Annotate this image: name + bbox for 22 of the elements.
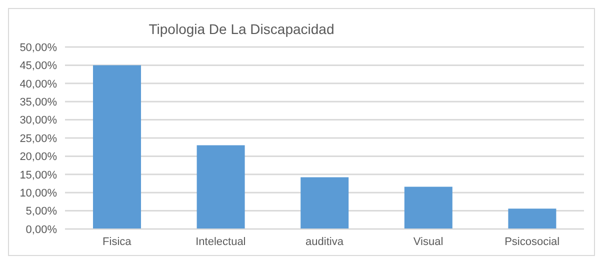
y-tick-label: 15,00% <box>20 169 58 182</box>
bar <box>300 177 349 229</box>
y-tick-label: 35,00% <box>20 96 58 109</box>
bar <box>196 145 245 229</box>
x-tick-label: Fisica <box>102 236 132 248</box>
y-tick-label: 45,00% <box>20 60 58 72</box>
x-tick-label: auditiva <box>306 236 344 248</box>
y-tick-label: 50,00% <box>20 42 58 54</box>
x-tick-label: Intelectual <box>196 236 246 248</box>
x-tick-label: Visual <box>413 236 444 248</box>
bar <box>404 186 452 229</box>
y-tick-label: 40,00% <box>20 78 58 90</box>
y-tick-label: 5,00% <box>26 206 58 218</box>
y-tick-label: 30,00% <box>20 114 58 127</box>
y-tick-label: 20,00% <box>20 151 58 164</box>
y-tick-label: 0,00% <box>26 224 58 236</box>
bar <box>93 65 141 229</box>
chart-title: Tipologia De La Discapacidad <box>148 20 336 39</box>
bar <box>508 208 556 229</box>
y-tick-label: 25,00% <box>20 132 58 145</box>
x-tick-label: Psicosocial <box>504 236 560 248</box>
y-tick-label: 10,00% <box>20 188 58 200</box>
